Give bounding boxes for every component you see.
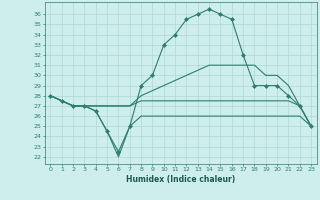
X-axis label: Humidex (Indice chaleur): Humidex (Indice chaleur) — [126, 175, 236, 184]
